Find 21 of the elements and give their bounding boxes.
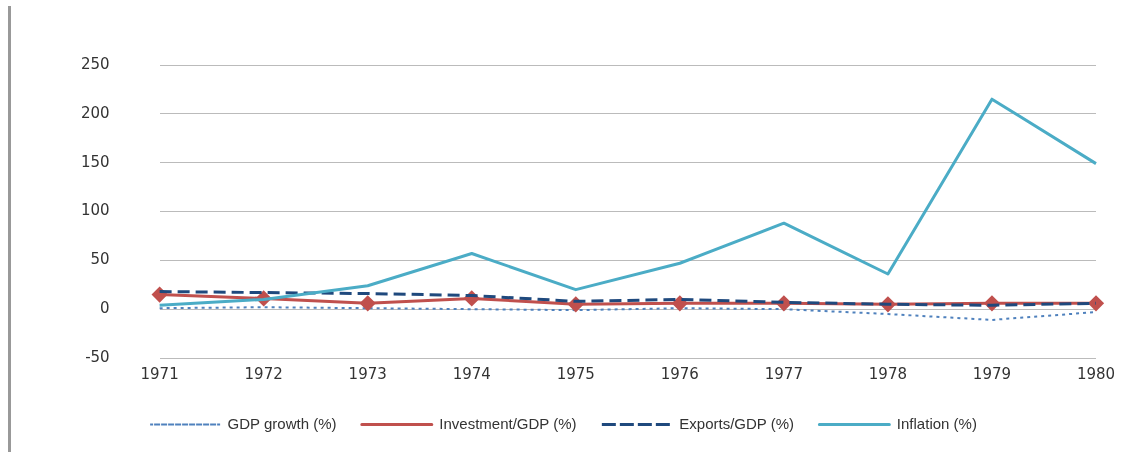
y-tick-label: 0 <box>100 299 110 318</box>
legend-label: Investment/GDP (%) <box>439 414 577 432</box>
x-tick-label: 1975 <box>556 364 595 383</box>
x-tick-label: 1976 <box>660 364 699 383</box>
y-tick-label: 200 <box>80 103 110 122</box>
y-tick-label: 150 <box>80 152 110 171</box>
x-tick-label: 1973 <box>348 364 387 383</box>
y-tick-label: 100 <box>80 201 110 220</box>
x-tick-label: 1978 <box>868 364 908 383</box>
y-tick-label: 250 <box>80 54 110 73</box>
x-tick-label: 1972 <box>244 364 283 383</box>
x-tick-label: 1974 <box>452 364 491 383</box>
x-tick-label: 1979 <box>972 364 1012 383</box>
x-tick-label: 1980 <box>1076 364 1116 383</box>
legend-label: GDP growth (%) <box>227 414 337 432</box>
legend-label: Inflation (%) <box>896 414 977 432</box>
y-tick-label: -50 <box>85 347 110 366</box>
x-tick-label: 1977 <box>764 364 803 383</box>
y-tick-label: 50 <box>90 250 110 269</box>
x-tick-label: 1971 <box>140 364 179 383</box>
legend-label: Exports/GDP (%) <box>679 414 795 432</box>
